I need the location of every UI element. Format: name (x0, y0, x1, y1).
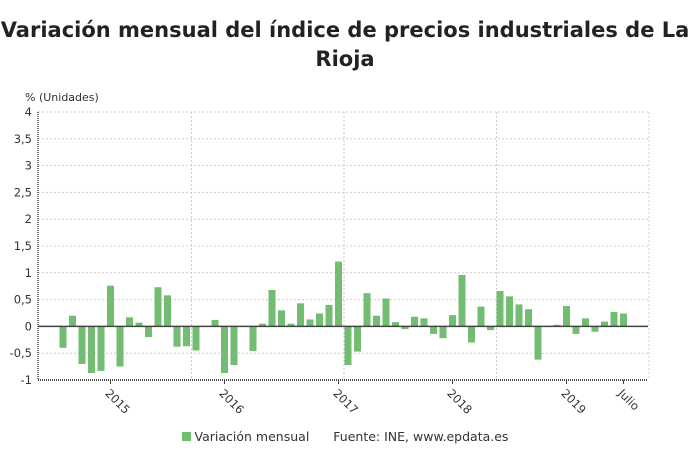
bar (259, 323, 266, 327)
bar (126, 317, 133, 327)
bar (249, 326, 257, 352)
bar (430, 326, 437, 334)
bar (287, 323, 295, 327)
chart-title: Variación mensual del índice de precios … (0, 18, 690, 71)
bar (439, 326, 447, 339)
y-tick-label: 2,5 (14, 185, 32, 199)
bar (78, 326, 86, 364)
bar (325, 304, 333, 327)
bar (97, 326, 105, 371)
y-tick-label: 1 (25, 266, 32, 280)
bar (610, 311, 618, 327)
bar (116, 326, 124, 367)
x-tick-label: Julio (615, 386, 643, 414)
bar (107, 285, 114, 327)
bar (145, 326, 152, 338)
y-tick-label: 2 (25, 212, 32, 226)
bar (154, 287, 162, 327)
bar (525, 309, 532, 327)
source-note: Fuente: INE, www.epdata.es (333, 429, 509, 444)
legend-label: Variación mensual (194, 429, 310, 444)
bar (135, 322, 143, 327)
y-tick-label: 1,5 (14, 239, 32, 253)
bar (344, 326, 352, 365)
bar (88, 326, 95, 374)
bar (620, 313, 627, 327)
bar (69, 315, 76, 327)
bar (458, 274, 466, 327)
bar (553, 324, 561, 327)
bar (477, 306, 485, 327)
bar (306, 319, 314, 327)
bar (468, 326, 475, 343)
bar (449, 315, 456, 327)
bar (591, 326, 599, 332)
y-tick-label: -0,5 (10, 346, 32, 360)
y-tick-label: 0 (25, 319, 32, 333)
y-tick-label: 0,5 (14, 293, 32, 307)
bar (373, 315, 380, 327)
bar (487, 326, 494, 331)
x-tick-label: 2016 (216, 386, 247, 417)
bar (411, 316, 418, 327)
bar (506, 296, 513, 327)
bar (354, 326, 361, 352)
bar (221, 326, 228, 374)
bar (316, 313, 323, 327)
bar (164, 295, 171, 327)
y-tick-label: 3 (25, 159, 32, 173)
y-axis-label: % (Unidades) (25, 91, 99, 104)
bar (515, 304, 523, 327)
bar (59, 326, 67, 348)
bar (601, 321, 608, 327)
bar (401, 326, 409, 330)
bar (582, 318, 589, 327)
bar (563, 306, 570, 327)
bar (230, 326, 238, 365)
bar (382, 298, 390, 327)
bar (268, 289, 276, 327)
bar (420, 318, 428, 327)
bar (534, 326, 542, 360)
y-tick-label: 4 (25, 105, 32, 119)
bar (496, 291, 504, 327)
bar (297, 303, 304, 327)
bar (392, 322, 399, 327)
x-tick-label: 2017 (330, 386, 361, 417)
bar (363, 293, 371, 327)
bar (211, 319, 219, 327)
legend-swatch (181, 432, 191, 441)
bar (183, 326, 190, 347)
legend: Variación mensual Fuente: INE, www.epdata… (0, 429, 690, 444)
bar (335, 261, 342, 327)
bar (173, 326, 181, 347)
x-tick-label: 2015 (102, 386, 133, 417)
x-tick-label: 2018 (444, 386, 475, 417)
y-tick-label: -1 (21, 373, 32, 387)
bar (192, 326, 200, 351)
bar (572, 326, 580, 334)
bar (278, 310, 285, 327)
y-tick-label: 3,5 (14, 132, 32, 146)
x-tick-label: 2019 (558, 386, 589, 417)
